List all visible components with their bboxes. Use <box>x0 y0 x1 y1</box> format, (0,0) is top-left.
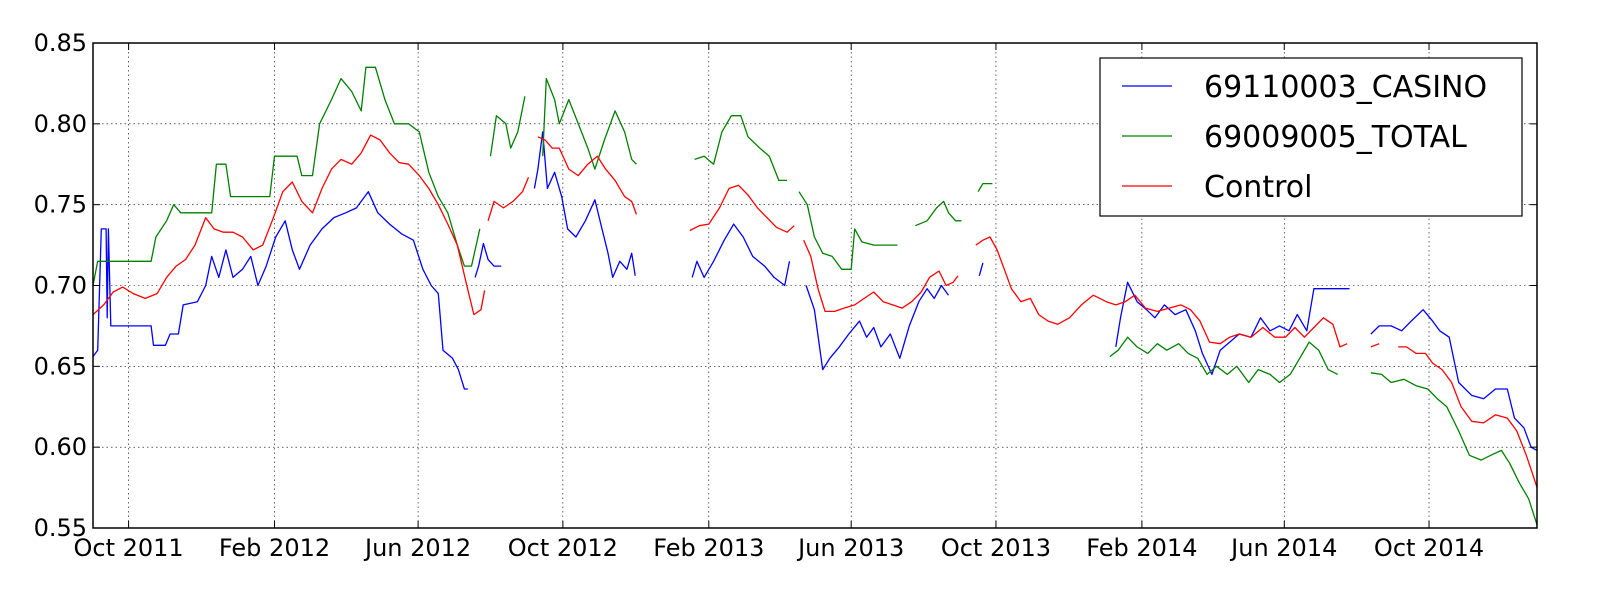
series-control <box>92 134 1538 488</box>
series-line-segment <box>803 239 959 313</box>
series-line-segment <box>689 184 795 233</box>
series-line-segment <box>1370 343 1380 348</box>
series-69110003-casino <box>92 131 1538 451</box>
legend-label: 69110003_CASINO <box>1204 70 1487 105</box>
series-line-segment <box>1370 309 1538 451</box>
legend-label: 69009005_TOTAL <box>1204 120 1467 155</box>
series-line-segment <box>694 115 788 182</box>
series-line-segment <box>691 223 791 287</box>
x-tick-label: Oct 2012 <box>508 534 618 562</box>
x-tick-label: Feb 2014 <box>1086 534 1197 562</box>
legend-box <box>1099 57 1523 217</box>
series-line-segment <box>474 242 502 278</box>
series-69009005-total <box>92 66 1538 525</box>
y-tick-label: 0.65 <box>34 352 87 380</box>
series-line-segment <box>92 134 486 316</box>
series-line-segment <box>533 131 636 279</box>
series-line-segment <box>975 236 1348 348</box>
series-line-segment <box>489 96 526 157</box>
x-tick-label: Oct 2013 <box>941 534 1051 562</box>
y-tick-label: 0.55 <box>34 514 87 542</box>
series-line-segment <box>1370 372 1538 525</box>
series-line-segment <box>978 262 984 276</box>
x-tick-label: Jun 2014 <box>1229 534 1337 562</box>
axis-ticks: Oct 2011 Feb 2012 Jun 2012 Oct 2012 Feb 2013… <box>34 29 1537 562</box>
x-tick-label: Feb 2012 <box>219 534 330 562</box>
series-line-segment <box>977 182 993 193</box>
x-tick-label: Jun 2013 <box>796 534 904 562</box>
series-line-segment <box>92 191 468 390</box>
series-line-segment <box>915 200 962 227</box>
legend-label: Control <box>1204 170 1312 205</box>
series-line-segment <box>805 284 950 371</box>
series-line-segment <box>1115 281 1350 376</box>
y-tick-label: 0.75 <box>34 191 87 219</box>
series-line-segment <box>92 66 481 286</box>
y-tick-label: 0.60 <box>34 433 87 461</box>
series-line-segment <box>537 136 638 215</box>
y-tick-label: 0.80 <box>34 110 87 138</box>
x-tick-label: Oct 2011 <box>73 534 183 562</box>
series-line-segment <box>542 77 637 170</box>
y-tick-label: 0.85 <box>34 29 87 57</box>
series-line-segment <box>487 176 530 221</box>
x-tick-label: Jun 2012 <box>363 534 471 562</box>
y-tick-label: 0.70 <box>34 272 87 300</box>
series-line-segment <box>798 191 898 270</box>
series-lines <box>92 66 1538 525</box>
series-line-segment <box>1398 346 1538 488</box>
legend: 69110003_CASINO 69009005_TOTAL Control <box>1099 57 1523 217</box>
x-tick-label: Oct 2014 <box>1374 534 1484 562</box>
x-tick-label: Feb 2013 <box>653 534 764 562</box>
series-line-segment <box>1109 336 1338 384</box>
